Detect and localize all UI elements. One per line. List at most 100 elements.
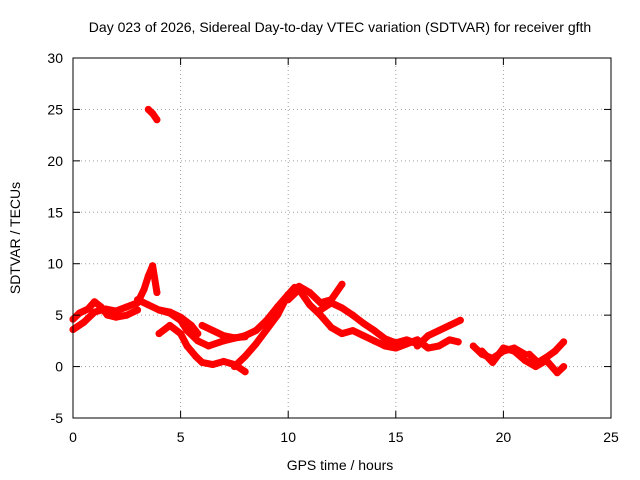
satellite-track-09 <box>241 291 292 340</box>
data-point <box>521 356 529 364</box>
data-point <box>241 352 249 360</box>
data-point <box>194 337 202 345</box>
data-point <box>316 306 324 314</box>
data-point <box>424 344 432 352</box>
data-point <box>91 308 99 316</box>
data-point <box>306 289 314 297</box>
x-axis-label: GPS time / hours <box>287 457 394 473</box>
data-point <box>187 321 195 329</box>
data-point <box>499 344 507 352</box>
data-point <box>84 305 92 313</box>
data-point <box>560 338 568 346</box>
data-point <box>413 342 421 350</box>
data-point <box>424 332 432 340</box>
y-tick-label: 15 <box>47 204 63 220</box>
data-point <box>103 311 111 319</box>
data-point <box>134 306 142 314</box>
data-point <box>316 311 324 319</box>
satellite-track-06 <box>155 306 202 338</box>
data-point <box>153 116 161 124</box>
data-point <box>560 363 568 371</box>
y-tick-label: 30 <box>47 50 63 66</box>
data-point <box>209 361 217 369</box>
x-tick-label: 20 <box>496 429 512 445</box>
data-point <box>456 316 464 324</box>
data-point <box>338 304 346 312</box>
x-tick-label: 0 <box>69 429 77 445</box>
x-tick-label: 10 <box>280 429 296 445</box>
data-point <box>177 330 185 338</box>
data-point <box>144 301 152 309</box>
data-point <box>284 296 292 304</box>
data-point <box>435 327 443 335</box>
data-point <box>403 340 411 348</box>
axis-ticks <box>72 57 612 419</box>
grid-lines <box>73 58 611 418</box>
data-point <box>553 369 561 377</box>
data-point <box>209 327 217 335</box>
data-point <box>134 296 142 304</box>
data-point <box>327 323 335 331</box>
data-point <box>489 358 497 366</box>
satellite-track-03 <box>144 105 161 124</box>
data-point <box>123 303 131 311</box>
data-point <box>525 350 533 358</box>
satellite-track-01 <box>69 262 161 334</box>
data-point <box>263 316 271 324</box>
x-tick-label: 25 <box>603 429 619 445</box>
data-point <box>469 342 477 350</box>
series-trace <box>155 321 249 376</box>
y-tick-label: 10 <box>47 256 63 272</box>
data-point <box>183 327 191 335</box>
data-point <box>392 344 400 352</box>
data-point <box>295 285 303 293</box>
data-point <box>192 352 200 360</box>
data-point <box>112 313 120 321</box>
data-point <box>273 303 281 311</box>
data-point <box>155 330 163 338</box>
data-point <box>198 321 206 329</box>
satellite-track-14 <box>413 316 464 350</box>
data-point <box>370 337 378 345</box>
satellite-track-02 <box>69 298 142 323</box>
x-tick-label: 15 <box>388 429 404 445</box>
data-point <box>542 353 550 361</box>
satellite-track-05 <box>155 321 249 376</box>
data-point <box>153 289 161 297</box>
data-point <box>177 313 185 321</box>
plot-frame <box>72 57 612 419</box>
satellite-track-13 <box>370 336 462 352</box>
data-point <box>349 327 357 335</box>
data-point <box>183 342 191 350</box>
data-point <box>360 319 368 327</box>
data-point <box>454 338 462 346</box>
data-point <box>338 330 346 338</box>
data-point <box>478 347 486 355</box>
satellite-track-17 <box>525 338 568 366</box>
data-point <box>510 347 518 355</box>
series-trace <box>316 299 421 348</box>
data-point <box>435 342 443 350</box>
data-point <box>551 347 559 355</box>
satellite-track-07 <box>198 321 249 342</box>
data-point <box>360 332 368 340</box>
y-tick-label: 25 <box>47 101 63 117</box>
data-point <box>241 368 249 376</box>
data-point <box>140 285 148 293</box>
data-point <box>534 358 542 366</box>
data-point <box>220 332 228 340</box>
data-point <box>230 363 238 371</box>
data-point <box>220 357 228 365</box>
data-point <box>123 311 131 319</box>
data-point <box>97 303 105 311</box>
data-point <box>316 299 324 307</box>
data-point <box>252 340 260 348</box>
data-point <box>338 280 346 288</box>
y-tick-label: 5 <box>55 307 63 323</box>
data-point <box>144 272 152 280</box>
data-point <box>149 110 157 118</box>
data-point <box>381 342 389 350</box>
data-point <box>327 299 335 307</box>
data-point <box>205 342 213 350</box>
